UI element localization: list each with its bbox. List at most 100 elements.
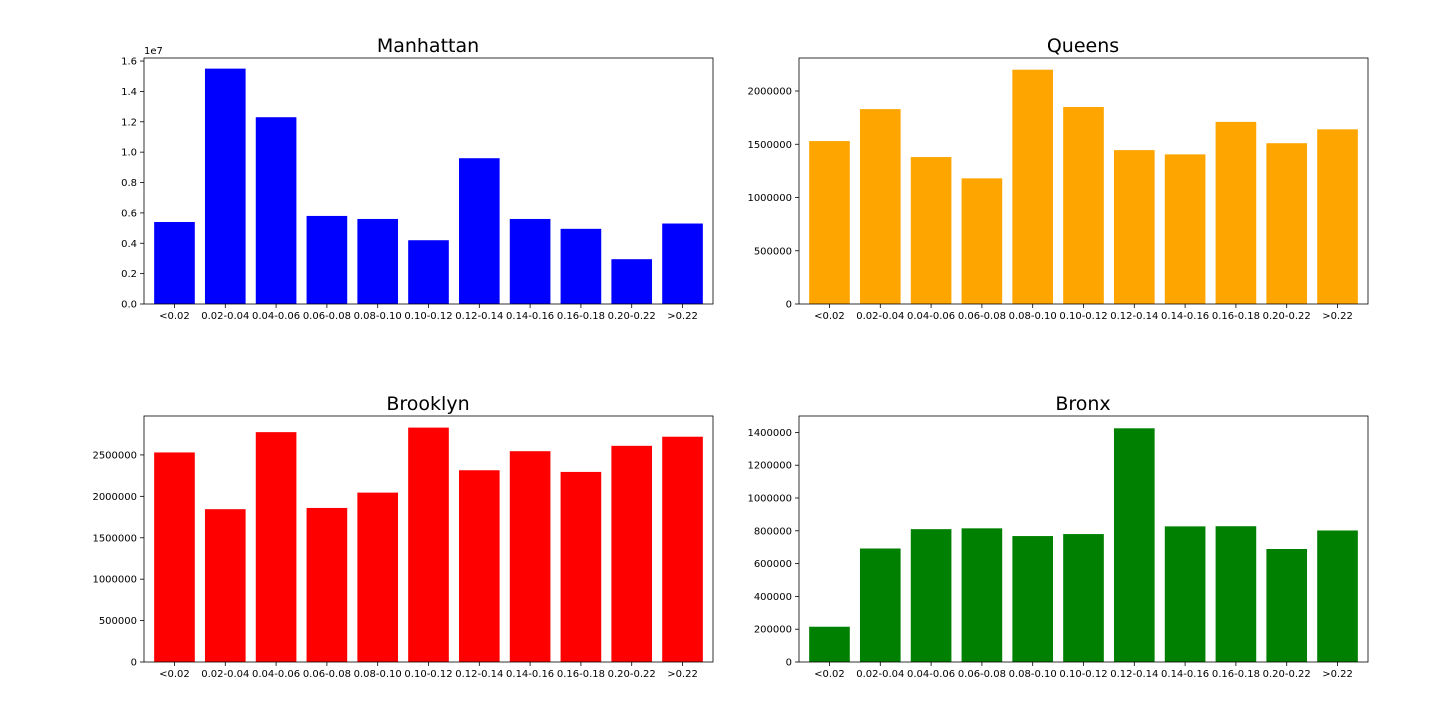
- bar: [408, 240, 449, 304]
- x-tick-label: 0.16-0.18: [557, 669, 605, 680]
- chart-title: Brooklyn: [386, 393, 469, 415]
- y-tick-label: 0: [786, 658, 792, 669]
- y-tick-label: 0.2: [121, 269, 137, 280]
- y-tick-label: 1000000: [747, 193, 792, 204]
- bar: [1266, 549, 1308, 662]
- y-tick-label: 1400000: [747, 428, 792, 439]
- bar: [357, 492, 399, 662]
- y-tick-label: 1500000: [747, 140, 792, 151]
- x-tick-label: 0.10-0.12: [404, 311, 452, 322]
- x-tick-label: 0.06-0.08: [958, 669, 1006, 680]
- bar: [809, 141, 850, 304]
- axis-offset-label: 1e7: [144, 46, 163, 57]
- x-tick-label: 0.04-0.06: [252, 669, 300, 680]
- x-tick-label: 0.20-0.22: [608, 311, 656, 322]
- bar: [509, 218, 551, 304]
- x-tick-label: 0.02-0.04: [856, 669, 904, 680]
- x-tick-label: >0.22: [1322, 311, 1353, 322]
- bar: [859, 548, 901, 662]
- x-tick-label: >0.22: [667, 311, 698, 322]
- bar: [1164, 154, 1206, 304]
- bar: [357, 218, 399, 304]
- y-tick-label: 0.0: [121, 300, 137, 311]
- x-tick-label: 0.14-0.16: [506, 669, 554, 680]
- bar: [662, 223, 703, 304]
- panel-queens: Queens 0 500000 1000000 1500000 2000000 <0.02…: [747, 35, 1369, 322]
- x-tick-label: 0.04-0.06: [252, 311, 300, 322]
- x-tick-label: 0.12-0.14: [1110, 311, 1158, 322]
- bar: [204, 509, 246, 662]
- x-tick-label: 0.16-0.18: [557, 311, 605, 322]
- bar: [1317, 129, 1358, 304]
- x-tick-label: 0.04-0.06: [907, 311, 955, 322]
- y-tick-label: 1500000: [92, 533, 137, 544]
- bar: [458, 158, 500, 304]
- x-tick-label: 0.16-0.18: [1212, 669, 1260, 680]
- bar: [408, 427, 449, 662]
- y-tick-label: 1000000: [92, 575, 137, 586]
- x-tick-label: >0.22: [1322, 669, 1353, 680]
- chart-title: Queens: [1047, 35, 1119, 57]
- x-tick-label: 0.16-0.18: [1212, 311, 1260, 322]
- x-tick-label: 0.08-0.10: [1009, 669, 1057, 680]
- x-tick-label: <0.02: [814, 669, 845, 680]
- x-tick-label: 0.20-0.22: [608, 669, 656, 680]
- x-tick-label: 0.14-0.16: [1161, 311, 1209, 322]
- bar: [1317, 530, 1358, 662]
- bar: [1164, 526, 1206, 662]
- x-tick-label: 0.14-0.16: [1161, 669, 1209, 680]
- x-tick-label: 0.02-0.04: [856, 311, 904, 322]
- bar: [306, 215, 348, 304]
- bar: [154, 222, 195, 304]
- bar: [662, 436, 703, 662]
- bar: [458, 470, 500, 662]
- y-tick-label: 0.8: [121, 178, 137, 189]
- x-tick-label: 0.12-0.14: [455, 311, 503, 322]
- x-tick-label: 0.12-0.14: [1110, 669, 1158, 680]
- bar: [509, 451, 551, 662]
- y-tick-label: 0: [131, 658, 137, 669]
- panel-bronx: Bronx 0 200000 400000 600000 800000 1000000 12…: [747, 393, 1369, 680]
- bar: [910, 157, 952, 304]
- bar: [859, 109, 901, 305]
- x-tick-label: 0.06-0.08: [958, 311, 1006, 322]
- chart-title: Bronx: [1055, 393, 1110, 415]
- y-tick-label: 1000000: [747, 494, 792, 505]
- y-tick-label: 500000: [754, 246, 792, 257]
- x-tick-label: 0.20-0.22: [1263, 311, 1311, 322]
- bar: [611, 259, 653, 304]
- x-tick-label: 0.10-0.12: [1059, 311, 1107, 322]
- y-tick-label: 800000: [754, 526, 792, 537]
- y-tick-label: 600000: [754, 559, 792, 570]
- x-tick-label: 0.14-0.16: [506, 311, 554, 322]
- x-tick-label: 0.08-0.10: [354, 669, 402, 680]
- bar: [1012, 536, 1054, 662]
- x-tick-label: <0.02: [159, 311, 190, 322]
- bar: [154, 452, 195, 662]
- x-tick-label: 0.20-0.22: [1263, 669, 1311, 680]
- y-tick-label: 400000: [754, 592, 792, 603]
- bar: [910, 529, 952, 662]
- x-tick-label: 0.08-0.10: [354, 311, 402, 322]
- bar: [204, 68, 246, 304]
- y-tick-label: 0.6: [121, 208, 137, 219]
- x-tick-label: 0.04-0.06: [907, 669, 955, 680]
- x-tick-label: 0.06-0.08: [303, 311, 351, 322]
- y-tick-label: 2000000: [747, 87, 792, 98]
- bar: [306, 507, 348, 662]
- bar: [1012, 69, 1054, 305]
- bar: [611, 445, 653, 662]
- bar: [961, 528, 1003, 662]
- x-tick-label: <0.02: [159, 669, 190, 680]
- x-tick-label: 0.02-0.04: [201, 311, 249, 322]
- x-tick-label: 0.06-0.08: [303, 669, 351, 680]
- y-tick-label: 1.6: [121, 57, 137, 68]
- bar: [1113, 150, 1155, 304]
- y-tick-label: 500000: [99, 616, 137, 627]
- bar: [1063, 534, 1104, 662]
- y-tick-label: 1.2: [121, 117, 137, 128]
- bar: [1113, 428, 1155, 662]
- bar: [961, 178, 1003, 304]
- x-tick-label: >0.22: [667, 669, 698, 680]
